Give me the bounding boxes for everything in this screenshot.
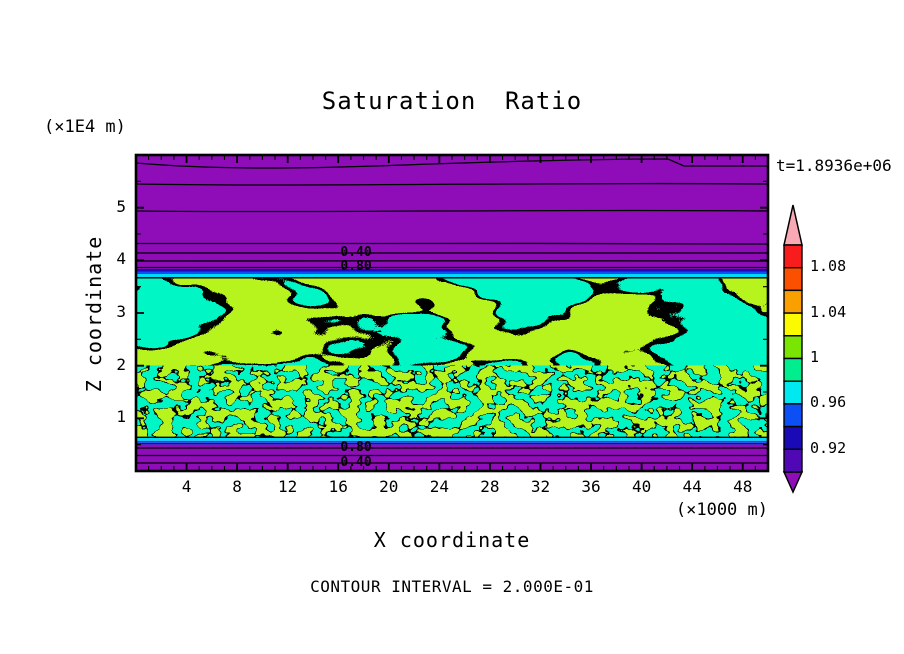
x-tick-label: 4 — [181, 477, 192, 496]
colorbar-tick-label: 1.08 — [810, 257, 847, 276]
colorbar-segment — [783, 448, 803, 473]
colorbar-tick-label: 1 — [810, 348, 820, 366]
x-tick-label: 36 — [581, 477, 601, 496]
bottom-blue-strip — [136, 440, 768, 443]
colorbar-segment — [783, 425, 803, 451]
colorbar-tick-label: 0.96 — [810, 393, 847, 412]
x-tick-label: 16 — [328, 477, 348, 496]
contour-lines — [135, 158, 769, 464]
axis-ticks — [136, 155, 768, 471]
colorbar-over-arrow — [783, 204, 803, 246]
contour-label-top-040: 0.40 — [340, 245, 372, 260]
x-tick-label: 32 — [530, 477, 551, 496]
bottom-cyan-strip — [136, 438, 768, 441]
top-navy-strip — [136, 269, 768, 272]
colorbar-tick-label: 0.92 — [810, 438, 847, 457]
y-axis-unit: (×1E4 m) — [44, 117, 126, 137]
tick-marks — [136, 155, 768, 471]
x-tick-label: 48 — [733, 477, 753, 496]
green-field-blobs — [136, 277, 768, 366]
x-tick-label: 8 — [232, 477, 242, 496]
x-tick-label: 24 — [429, 477, 449, 496]
contour-label-bottom-080: 0.80 — [340, 440, 372, 455]
time-annotation: t=1.8936e+06 — [776, 156, 892, 175]
top-blue-strip — [136, 271, 768, 274]
chart-title: Saturation Ratio — [321, 87, 583, 115]
tick-marks — [136, 155, 768, 471]
x-tick-label: 44 — [682, 477, 702, 496]
y-tick-label: 2 — [116, 354, 126, 374]
colorbar-tick-label: 1.04 — [810, 302, 847, 321]
plot-border — [134, 153, 770, 473]
x-tick-label: 12 — [278, 477, 298, 496]
x-tick-label: 20 — [379, 477, 399, 496]
contour-label-bottom-040: 0.40 — [340, 455, 372, 470]
colorbar-segment — [783, 380, 803, 405]
colorbar-segment — [783, 335, 803, 360]
x-tick-label: 28 — [480, 477, 500, 496]
green-field-speckle — [136, 365, 768, 438]
x-axis-unit: (×1000 m) — [675, 500, 768, 520]
y-tick-label: 4 — [116, 249, 126, 269]
colorbar-segment — [783, 267, 803, 292]
contour-label-top-080: 0.80 — [340, 258, 372, 274]
x-axis-title: X coordinate — [373, 528, 531, 552]
colorbar-segment — [783, 312, 803, 337]
y-tick-label: 1 — [116, 407, 126, 427]
colorbar-segment — [783, 289, 803, 314]
y-tick-label: 3 — [116, 302, 126, 321]
y-tick-label: 5 — [116, 196, 126, 216]
colorbar-segment — [783, 357, 803, 382]
colorbar-segment — [783, 403, 803, 428]
colorbar — [782, 204, 804, 494]
contour-interval-note: CONTOUR INTERVAL = 2.000E-01 — [310, 577, 594, 596]
bottom-navy-strip — [136, 442, 768, 445]
colorbar-segment — [783, 244, 803, 269]
top-cyan-strip — [136, 274, 768, 278]
colorbar-under-arrow — [782, 471, 804, 494]
x-tick-label: 40 — [631, 477, 652, 496]
